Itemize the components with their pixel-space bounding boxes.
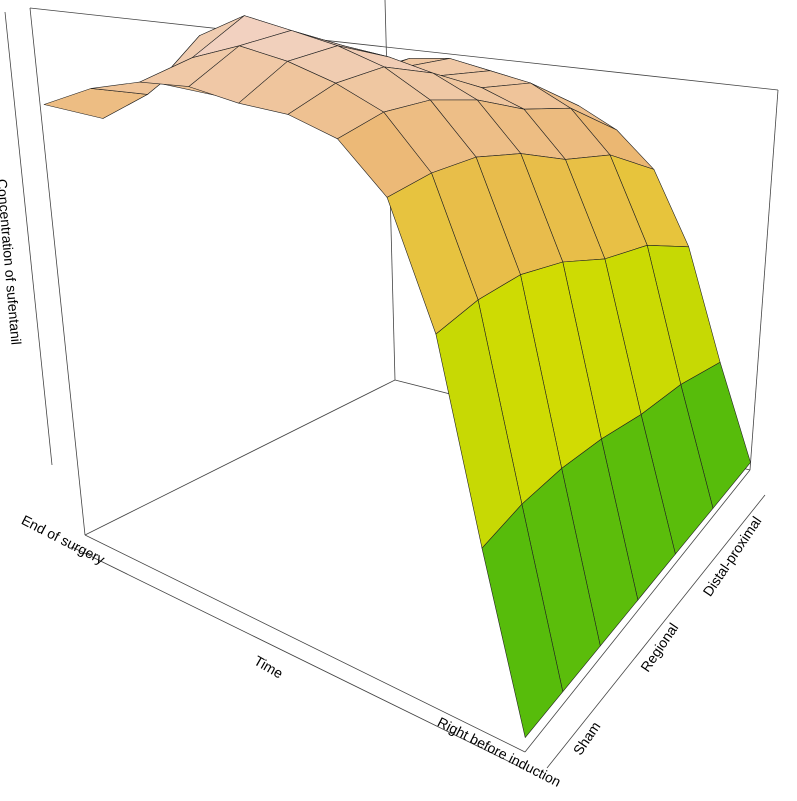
box-edge — [84, 379, 396, 536]
box-edge — [84, 534, 526, 753]
box-edge — [524, 469, 751, 753]
box-edge — [749, 89, 779, 471]
group-axis — [546, 494, 766, 769]
surface-facet — [481, 503, 564, 738]
x-tick-label: Right before induction — [435, 714, 564, 790]
y-tick-label: Distal-proximal — [699, 513, 764, 599]
surface — [43, 15, 751, 738]
y-tick-label: Sham — [570, 719, 604, 758]
box-edge — [29, 7, 779, 91]
time-axis — [71, 546, 523, 769]
box-edge — [29, 7, 86, 536]
x-axis-label: Time — [251, 652, 286, 681]
z-axis — [4, 11, 53, 466]
z-axis-label: Concentration of sufentanil — [0, 178, 25, 345]
